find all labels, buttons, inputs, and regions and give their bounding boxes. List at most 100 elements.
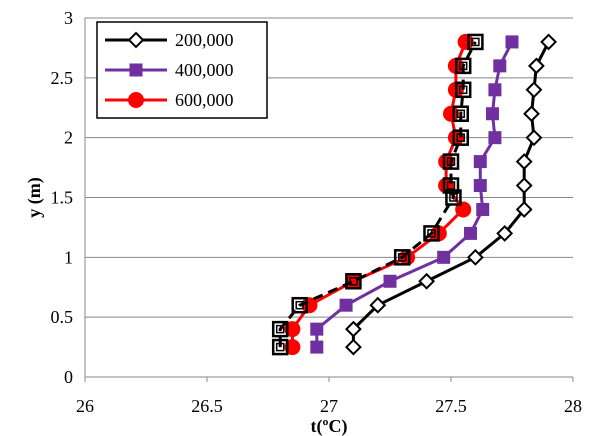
- data-point: [457, 33, 474, 50]
- data-point: [467, 33, 484, 51]
- y-axis-label: y (m): [24, 177, 45, 217]
- series-layer: [271, 33, 558, 356]
- data-point: [418, 272, 436, 290]
- y-tick-label: 3: [64, 8, 73, 28]
- legend-box: [96, 21, 268, 119]
- data-point: [271, 338, 289, 356]
- marker-outer: [291, 296, 308, 314]
- y-tick-label: 0.5: [51, 307, 74, 327]
- marker-outer: [271, 320, 289, 338]
- data-point: [454, 57, 472, 75]
- x-axis-label: t(ºC): [311, 416, 348, 436]
- data-point: [515, 153, 533, 171]
- data-point: [540, 33, 558, 51]
- data-point: [525, 81, 543, 99]
- data-point: [393, 249, 411, 266]
- data-point: [383, 274, 397, 288]
- data-point: [473, 155, 487, 169]
- marker-inner: [275, 342, 285, 352]
- marker-inner: [449, 193, 458, 202]
- y-tick-label: 1: [64, 247, 73, 267]
- data-point: [454, 81, 472, 99]
- marker-outer: [452, 129, 470, 146]
- data-point: [443, 105, 459, 122]
- data-point: [476, 202, 490, 216]
- marker-outer: [442, 177, 460, 194]
- series-400000: [310, 35, 519, 354]
- data-point: [284, 321, 301, 338]
- marker-inner: [471, 37, 480, 47]
- x-tick-label: 26: [76, 396, 94, 416]
- series-200000: [344, 33, 558, 356]
- data-point: [525, 129, 543, 147]
- data-point: [344, 320, 362, 338]
- data-point: [466, 248, 484, 266]
- x-tick-label: 27.5: [435, 396, 467, 416]
- data-point: [310, 340, 324, 354]
- marker-outer: [452, 105, 470, 122]
- data-point: [452, 105, 470, 122]
- marker-inner: [456, 109, 466, 118]
- data-point: [437, 250, 451, 264]
- marker-inner: [458, 61, 468, 71]
- y-tick-label: 0: [64, 367, 73, 387]
- marker-outer: [467, 33, 484, 51]
- legend: 200,000 400,000 600,000: [96, 21, 268, 119]
- marker-inner: [456, 133, 466, 142]
- data-point: [515, 177, 533, 194]
- data-point: [496, 224, 514, 242]
- data-point: [339, 298, 353, 312]
- y-tick-label: 2: [64, 128, 73, 148]
- data-point: [291, 296, 308, 314]
- marker-outer: [454, 81, 472, 99]
- legend-label: 600,000: [175, 90, 234, 110]
- marker-inner: [397, 253, 407, 262]
- marker-outer: [454, 57, 472, 75]
- data-point: [523, 105, 540, 123]
- data-point: [445, 189, 462, 206]
- legend-entry: 600,000: [105, 90, 234, 110]
- data-point: [442, 153, 460, 170]
- data-point: [493, 59, 507, 73]
- data-point: [423, 225, 440, 242]
- data-point: [527, 57, 545, 75]
- y-tick-label: 2.5: [51, 68, 74, 88]
- data-point: [345, 273, 362, 290]
- data-point: [464, 226, 478, 240]
- legend-marker: [129, 63, 143, 77]
- data-point: [473, 179, 487, 193]
- marker-inner: [349, 277, 358, 286]
- marker-inner: [427, 229, 436, 238]
- marker-inner: [295, 300, 304, 310]
- marker-inner: [446, 181, 456, 190]
- data-point: [369, 296, 387, 314]
- x-tick-label: 28: [564, 396, 582, 416]
- legend-entry: 400,000: [105, 60, 234, 80]
- data-point: [442, 177, 460, 194]
- data-point: [344, 338, 362, 356]
- marker-outer: [423, 225, 440, 242]
- y-tick-label: 1.5: [51, 188, 74, 208]
- data-point: [310, 322, 324, 336]
- axes: 0 0.5 1 1.5 2 2.5 3 26 26.5 27 27.5 28: [51, 8, 583, 416]
- marker-inner: [458, 85, 468, 95]
- data-point: [488, 83, 502, 97]
- legend-marker: [127, 31, 145, 49]
- legend-entry: 200,000: [105, 30, 234, 50]
- marker-inner: [446, 157, 456, 166]
- legend-marker: [128, 92, 144, 108]
- data-point: [271, 320, 289, 338]
- data-point: [485, 107, 499, 121]
- series-unnamed-3: [271, 33, 484, 356]
- data-point: [515, 201, 533, 218]
- legend-label: 200,000: [175, 30, 234, 50]
- marker-outer: [393, 249, 411, 266]
- marker-inner: [275, 324, 285, 334]
- data-point: [505, 35, 519, 49]
- marker-outer: [445, 189, 462, 206]
- data-point: [284, 339, 301, 356]
- data-point: [452, 129, 470, 146]
- data-point: [345, 273, 362, 290]
